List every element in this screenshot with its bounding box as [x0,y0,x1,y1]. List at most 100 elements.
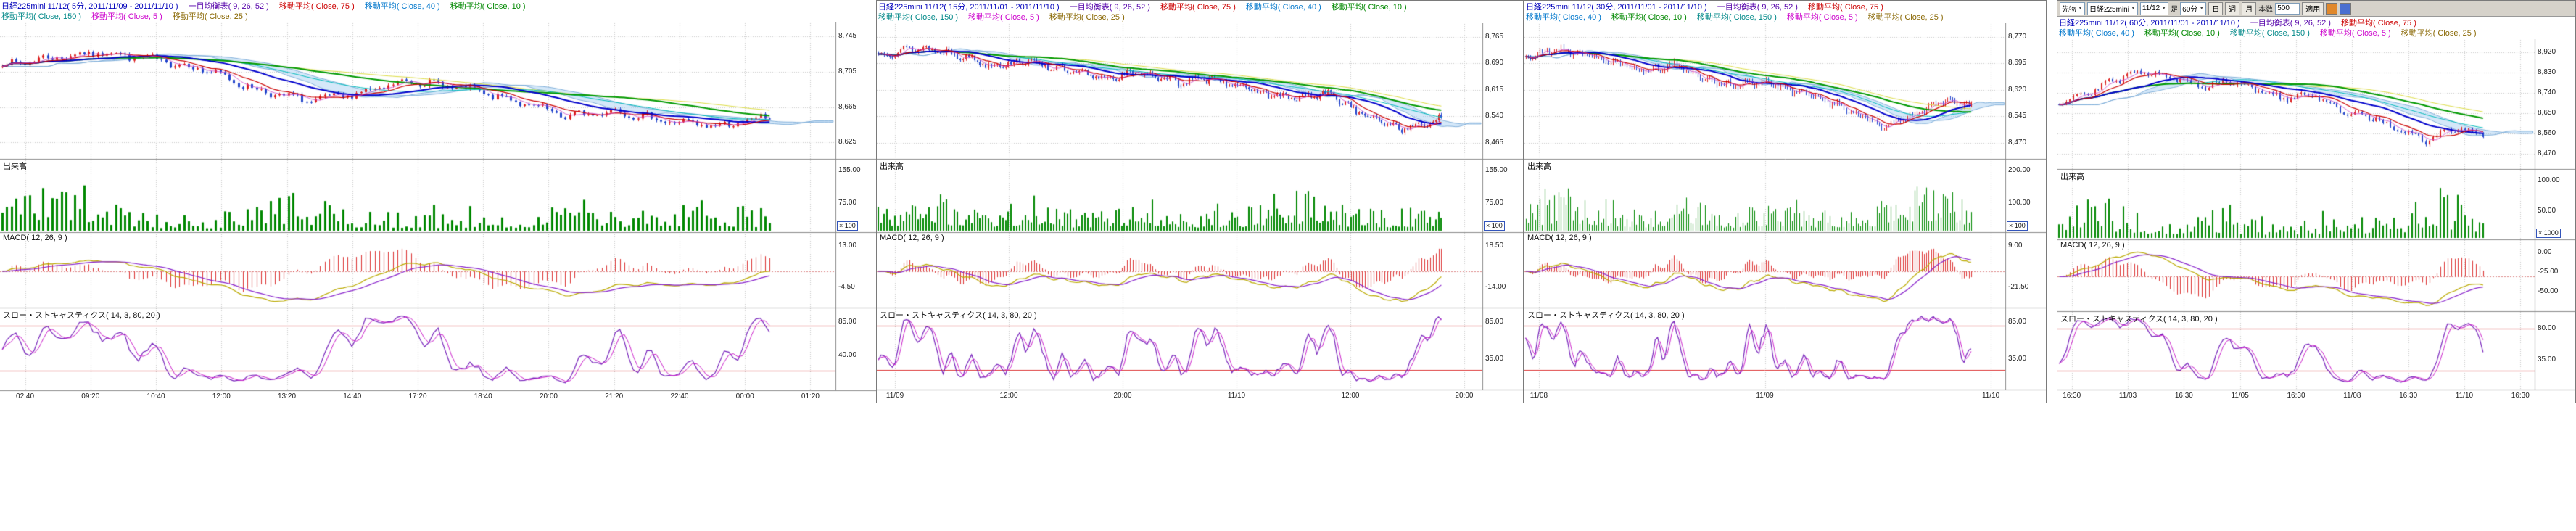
price-axis-label: 8,770 [2008,32,2027,41]
chevron-down-icon: ▼ [2161,6,2167,11]
chart-title: 日経225mini 11/12( 5分, 2011/11/09 - 2011/1… [1,2,178,11]
price-axis-label: 8,470 [2538,149,2556,157]
indicator-legend-item: 移動平均( Close, 40 ) [2059,29,2134,38]
time-axis-label: 20:00 [1113,392,1132,400]
stoch-axis-label: 85.00 [1485,318,1504,326]
time-axis-label: 10:40 [146,392,165,400]
bar-count-input[interactable] [2275,2,2300,15]
price-axis-label: 8,540 [1485,112,1504,120]
stoch-axis-label: 85.00 [838,318,857,326]
contract-month-select[interactable]: 11/12 ▼ [2139,1,2169,15]
time-axis-label: 12:00 [1341,392,1360,400]
stoch-axis-label: 35.00 [2538,355,2556,364]
volume-axis-label: 75.00 [1485,198,1504,207]
contract-month-select-value: 11/12 [2142,4,2160,12]
time-axis-label: 21:20 [605,392,624,400]
stoch-axis-label: 40.00 [838,351,857,360]
chart-title: 日経225mini 11/12( 30分, 2011/11/01 - 2011/… [1526,3,1707,12]
chart-settings-icon-button[interactable] [2340,2,2352,15]
unit-multiplier-badge: × 1000 [2536,229,2561,238]
indicator-legend-item: 移動平均( Close, 10 ) [1611,13,1687,22]
macd-pane-label: MACD( 12, 26, 9 ) [1527,234,1592,242]
time-axis-label: 11/05 [2231,392,2249,400]
time-axis-label: 16:30 [2174,392,2193,400]
time-axis-label: 16:30 [2063,392,2081,400]
price-axis-label: 8,690 [1485,59,1504,67]
panel-header: 日経225mini 11/12( 5分, 2011/11/09 - 2011/1… [0,0,876,22]
chart-title: 日経225mini 11/12( 60分, 2011/11/01 - 2011/… [2059,19,2240,28]
symbol-select-value: 日経225mini [2089,6,2129,14]
unit-multiplier-badge: × 100 [837,221,858,231]
time-axis-label: 11/03 [2118,392,2137,400]
time-axis-label: 11/08 [2343,392,2361,400]
volume-axis-label: 155.00 [1485,166,1508,175]
indicator-legend-item: 移動平均( Close, 10 ) [2144,29,2220,38]
macd-pane-label: MACD( 12, 26, 9 ) [3,234,67,242]
bar-interval-select-value: 60分 [2182,6,2198,14]
price-axis-label: 8,465 [1485,138,1504,147]
volume-pane-label: 出来高 [3,162,27,171]
time-axis-label: 11/09 [886,392,904,400]
chart-title: 日経225mini 11/12( 15分, 2011/11/01 - 2011/… [878,3,1060,12]
time-axis-label: 22:40 [670,392,689,400]
macd-axis-label: 9.00 [2008,241,2023,250]
price-axis-label: 8,470 [2008,138,2027,147]
time-axis-label: 00:00 [735,392,754,400]
chevron-down-icon: ▼ [2130,6,2136,11]
price-axis-label: 8,705 [838,67,857,75]
monthly-bars-button[interactable]: 月 [2242,1,2257,15]
indicator-legend-item: 移動平均( Close, 75 ) [1160,3,1236,12]
daily-bars-button[interactable]: 日 [2208,1,2224,15]
chart-panel-30min: 日経225mini 11/12( 30分, 2011/11/01 - 2011/… [1524,0,2047,403]
time-axis-label: 12:00 [999,392,1018,400]
indicator-legend-item: 移動平均( Close, 75 ) [2340,19,2416,28]
stoch-axis-label: 35.00 [1485,354,1504,363]
macd-axis-label: -4.50 [838,282,855,291]
price-axis-label: 8,620 [2008,85,2027,94]
indicator-legend-item: 移動平均( Close, 150 ) [1696,13,1777,22]
time-axis-label: 09:20 [81,392,100,400]
bar-interval-select[interactable]: 60分 ▼ [2180,1,2207,15]
panel-header: 日経225mini 11/12( 60分, 2011/11/01 - 2011/… [2057,17,2575,39]
indicator-legend-item: 移動平均( Close, 150 ) [2229,29,2310,38]
panel-header: 日経225mini 11/12( 30分, 2011/11/01 - 2011/… [1524,1,2046,23]
chart-canvas[interactable] [1524,23,2046,403]
time-axis-label: 14:40 [343,392,362,400]
time-axis-label: 01:20 [801,392,820,400]
stoch-axis-label: 85.00 [2008,318,2027,326]
market-category-select[interactable]: 先物 ▼ [2060,1,2085,15]
macd-axis-label: -25.00 [2538,268,2559,276]
volume-axis-label: 155.00 [838,166,861,175]
weekly-bars-button[interactable]: 週 [2225,1,2240,15]
indicator-legend-item: 移動平均( Close, 40 ) [1245,3,1321,12]
indicator-legend-item: 移動平均( Close, 5 ) [968,13,1039,22]
volume-pane-label: 出来高 [2060,173,2084,181]
indicator-legend-item: 移動平均( Close, 5 ) [2319,29,2391,38]
price-axis-label: 8,740 [2538,88,2556,96]
chart-canvas[interactable] [2057,39,2575,403]
time-axis-label: 11/09 [1756,392,1774,400]
chart-canvas[interactable] [877,23,1523,403]
chart-type-icon-button[interactable] [2326,2,2338,15]
price-axis-label: 8,920 [2538,47,2556,56]
indicator-legend-item: 移動平均( Close, 25 ) [2400,29,2477,38]
panel-header: 日経225mini 11/12( 15分, 2011/11/01 - 2011/… [877,1,1523,23]
time-axis-label: 11/10 [1981,392,2000,400]
indicator-legend-item: 一目均衡表( 9, 26, 52 ) [188,2,269,11]
price-axis-label: 8,745 [838,31,857,40]
volume-axis-label: 100.00 [2538,176,2560,184]
apply-button[interactable]: 適用 [2302,1,2324,15]
chart-canvas[interactable] [0,22,876,403]
indicator-legend-item: 一目均衡表( 9, 26, 52 ) [2250,19,2331,28]
indicator-legend-item: 移動平均( Close, 40 ) [1526,13,1601,22]
time-axis-label: 20:00 [539,392,558,400]
macd-axis-label: -50.00 [2538,287,2559,296]
volume-axis-label: 50.00 [2538,207,2556,215]
unit-multiplier-badge: × 100 [2007,221,2028,231]
symbol-select[interactable]: 日経225mini ▼ [2086,1,2138,15]
time-axis-label: 20:00 [1455,392,1474,400]
time-axis-label: 11/10 [1227,392,1246,400]
time-axis-label: 18:40 [474,392,492,400]
